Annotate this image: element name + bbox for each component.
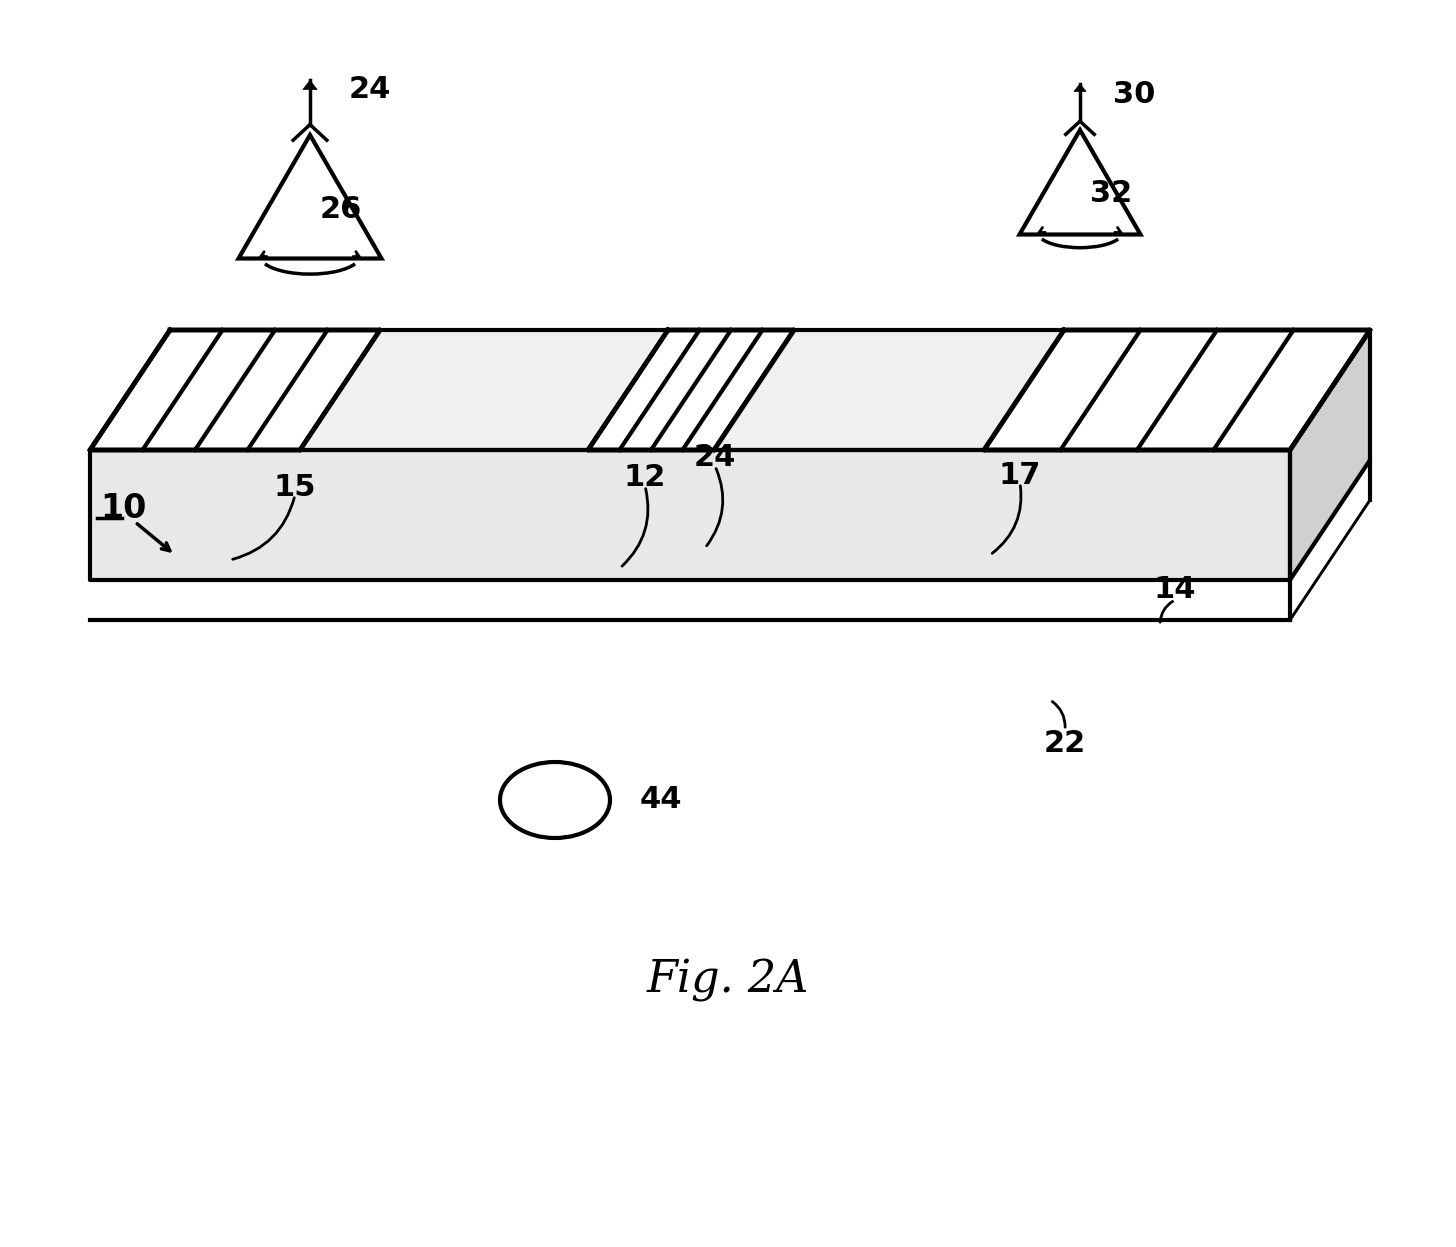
Polygon shape: [984, 330, 1370, 450]
Polygon shape: [303, 80, 317, 90]
Text: 26: 26: [320, 196, 363, 224]
Text: Fig. 2A: Fig. 2A: [646, 959, 810, 1001]
Polygon shape: [1075, 84, 1086, 91]
Text: 24: 24: [695, 444, 737, 473]
Text: 14: 14: [1153, 576, 1197, 605]
Polygon shape: [90, 330, 380, 450]
Polygon shape: [90, 330, 1370, 450]
Text: 10: 10: [100, 491, 147, 525]
Polygon shape: [1290, 330, 1370, 580]
Polygon shape: [588, 330, 794, 450]
Text: 12: 12: [623, 464, 667, 493]
Polygon shape: [90, 450, 1290, 580]
Text: 32: 32: [1091, 178, 1133, 207]
Text: 24: 24: [349, 75, 392, 104]
Text: 44: 44: [641, 786, 683, 814]
Text: 15: 15: [274, 474, 316, 503]
Text: 22: 22: [1044, 728, 1086, 757]
Text: 17: 17: [999, 460, 1041, 490]
Text: 30: 30: [1112, 80, 1156, 110]
